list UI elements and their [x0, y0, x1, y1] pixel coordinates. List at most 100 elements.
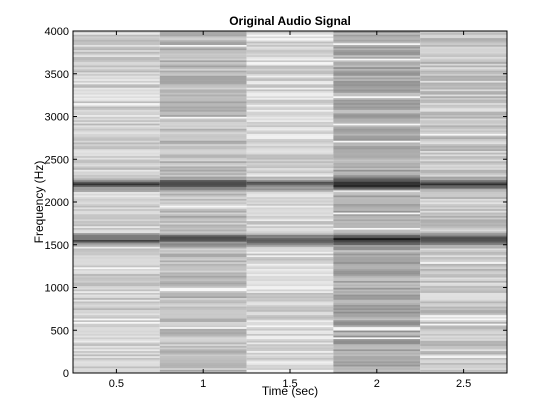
- y-tick-label: 3000: [45, 112, 69, 124]
- spectrogram-cell: [73, 318, 160, 321]
- spectrogram-cell: [246, 176, 334, 179]
- spectrogram-cell: [420, 212, 507, 215]
- spectrogram-cell: [420, 97, 507, 100]
- x-axis-ticks: 0.5 1 1.5 2 2.5: [109, 31, 471, 390]
- spectrogram-cell: [246, 236, 334, 239]
- spectrogram-cell: [420, 217, 507, 220]
- spectrogram-cell: [333, 284, 421, 287]
- spectrogram-cell: [159, 36, 247, 39]
- spectrogram-cell: [73, 237, 160, 240]
- spectrogram-cell: [73, 282, 160, 285]
- spectrogram-cell: [159, 145, 247, 148]
- y-tick-label: 2000: [45, 197, 69, 209]
- spectrogram-cell: [420, 270, 507, 273]
- spectrogram-cell: [159, 56, 247, 59]
- spectrogram-cell: [420, 251, 507, 254]
- spectrogram-cell: [246, 107, 334, 110]
- spectrogram-cell: [246, 333, 334, 336]
- spectrogram-cell: [73, 46, 160, 49]
- spectrogram-cell: [73, 234, 160, 237]
- spectrogram-cell: [333, 200, 421, 203]
- spectrogram-cell: [246, 244, 334, 247]
- spectrogram-cell: [246, 148, 334, 151]
- spectrogram-cell: [333, 137, 421, 140]
- spectrogram-cell: [159, 72, 247, 75]
- spectrogram-cell: [246, 193, 334, 196]
- spectrogram-cell: [333, 176, 421, 179]
- spectrogram-cell: [246, 172, 334, 175]
- spectrogram-cell: [333, 243, 421, 246]
- spectrogram-cell: [73, 125, 160, 128]
- spectrogram-cell: [420, 137, 507, 140]
- spectrogram-cell: [159, 236, 247, 239]
- spectrogram-cell: [246, 154, 334, 157]
- spectrogram-cell: [246, 231, 334, 234]
- spectrogram-cell: [159, 243, 247, 246]
- spectrogram-cell: [333, 337, 421, 340]
- spectrogram-cell: [246, 116, 334, 119]
- spectrogram-cell: [73, 366, 160, 369]
- spectrogram-cell: [246, 284, 334, 287]
- spectrogram-cell: [246, 166, 334, 169]
- spectrogram-cell: [73, 123, 160, 126]
- spectrogram-cell: [246, 290, 334, 293]
- spectrogram-cell: [333, 347, 421, 350]
- spectrogram-cell: [420, 63, 507, 66]
- spectrogram-cell: [73, 66, 160, 69]
- spectrogram-cell: [420, 215, 507, 218]
- spectrogram-cell: [73, 90, 160, 93]
- spectrogram-cell: [420, 90, 507, 93]
- spectrogram-cell: [246, 143, 334, 146]
- spectrogram-cell: [420, 354, 507, 357]
- spectrogram-cell: [333, 265, 421, 268]
- spectrogram-cell: [420, 171, 507, 174]
- spectrogram-cell: [73, 75, 160, 78]
- spectrogram-cell: [333, 159, 421, 162]
- spectrogram-cell: [159, 174, 247, 177]
- spectrogram-cell: [73, 107, 160, 110]
- spectrogram-cell: [73, 190, 160, 193]
- spectrogram-cell: [159, 347, 247, 350]
- spectrogram-cell: [246, 169, 334, 172]
- spectrogram-cell: [333, 239, 421, 242]
- spectrogram-cell: [420, 292, 507, 295]
- spectrogram-cell: [159, 92, 247, 95]
- spectrogram-cell: [73, 128, 160, 131]
- spectrogram-cell: [159, 301, 247, 304]
- spectrogram-cell: [333, 60, 421, 63]
- spectrogram-cell: [246, 34, 334, 37]
- spectrogram-cell: [73, 297, 160, 300]
- spectrogram-cell: [73, 60, 160, 63]
- spectrogram-cell: [73, 217, 160, 220]
- spectrogram-cell: [420, 72, 507, 75]
- spectrogram-cell: [246, 70, 334, 73]
- spectrogram-cell: [246, 314, 334, 317]
- spectrogram-cell: [333, 282, 421, 285]
- spectrogram-cell: [246, 49, 334, 52]
- spectrogram-cell: [246, 253, 334, 256]
- spectrogram-cell: [420, 70, 507, 73]
- spectrogram-cell: [73, 135, 160, 138]
- spectrogram-cell: [246, 299, 334, 302]
- spectrogram-cell: [246, 343, 334, 346]
- spectrogram-cell: [420, 135, 507, 138]
- spectrogram-cell: [73, 222, 160, 225]
- spectrogram-cell: [420, 183, 507, 186]
- spectrogram-cell: [73, 335, 160, 338]
- spectrogram-cell: [246, 41, 334, 44]
- spectrogram-cell: [159, 359, 247, 362]
- spectrogram-cell: [333, 107, 421, 110]
- spectrogram-cell: [333, 355, 421, 358]
- spectrogram-cell: [420, 107, 507, 110]
- spectrogram-cell: [246, 361, 334, 364]
- spectrogram-cell: [73, 186, 160, 189]
- spectrogram-cell: [333, 95, 421, 98]
- x-tick-label: 2: [374, 378, 380, 390]
- spectrogram-cell: [333, 294, 421, 297]
- spectrogram-cell: [73, 219, 160, 222]
- spectrogram-cell: [333, 289, 421, 292]
- spectrogram-cell: [73, 256, 160, 259]
- spectrogram-cell: [73, 65, 160, 68]
- spectrogram-cell: [333, 63, 421, 66]
- spectrogram-cell: [159, 181, 247, 184]
